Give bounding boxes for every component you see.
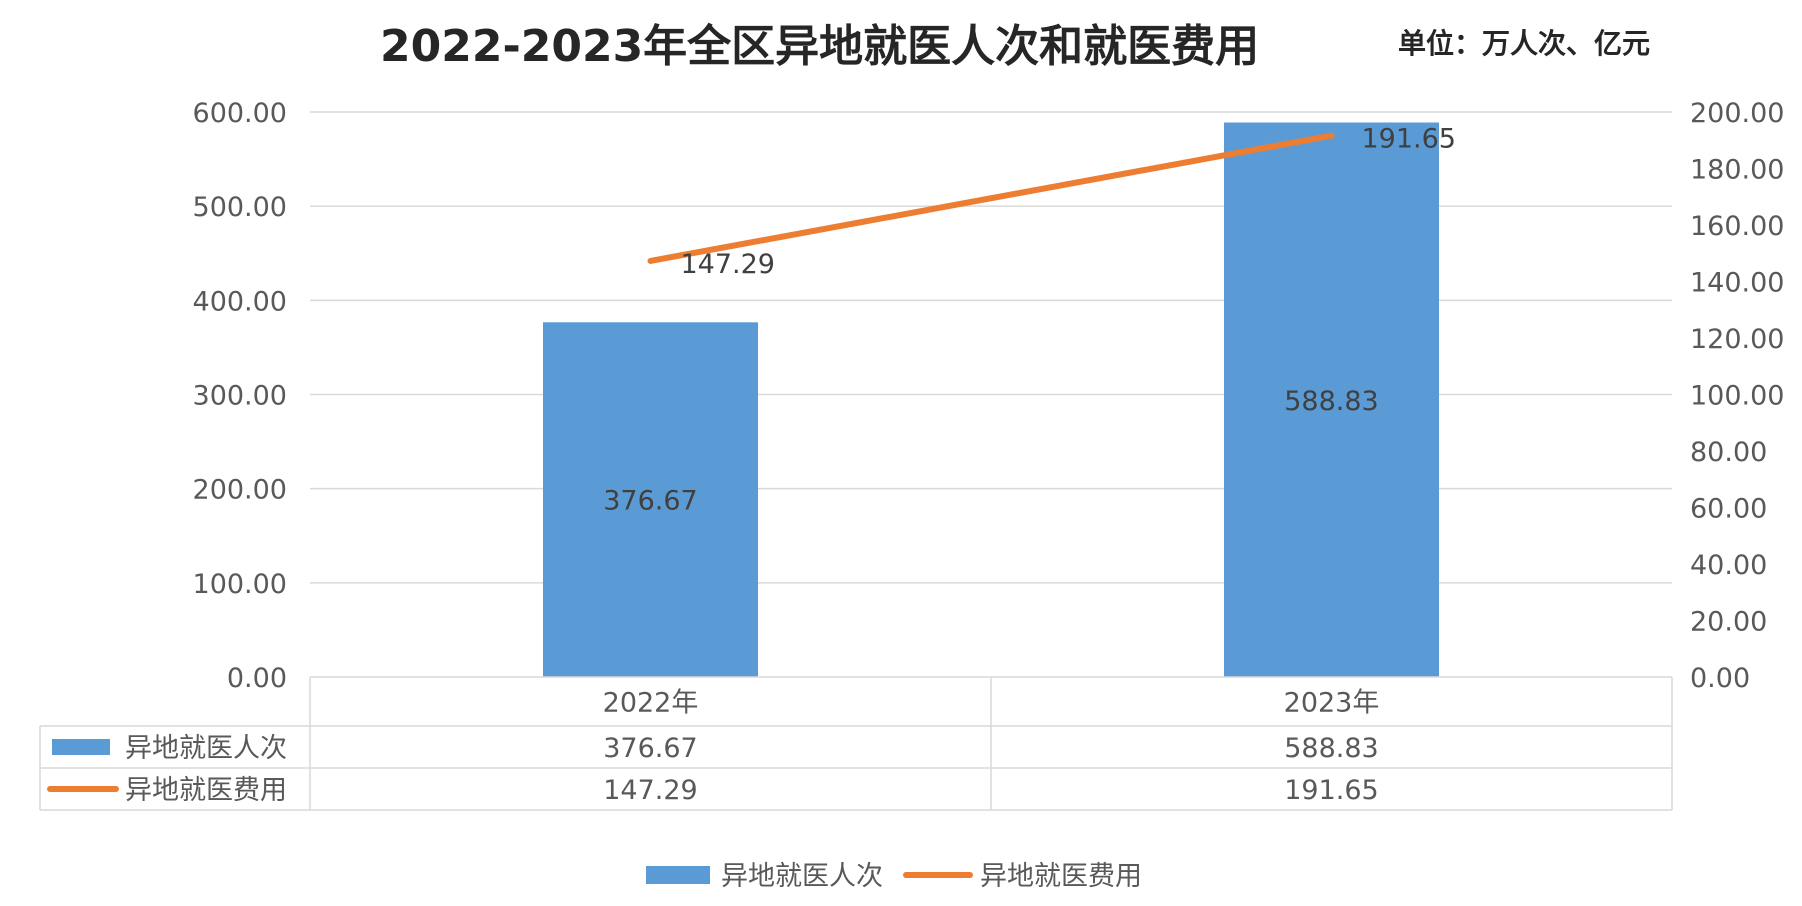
right-axis-tick-label: 200.00 — [1690, 98, 1784, 129]
line-series — [647, 132, 1335, 264]
right-axis-tick-label: 0.00 — [1690, 663, 1750, 694]
left-axis-tick-label: 600.00 — [193, 98, 287, 129]
x-axis-category-label: 2022年 — [603, 688, 699, 719]
right-axis-tick-label: 120.00 — [1690, 324, 1784, 355]
x-axis-category-label: 2023年 — [1284, 688, 1380, 719]
table-cell-value: 147.29 — [603, 775, 697, 806]
left-axis-tick-label: 200.00 — [193, 475, 287, 506]
right-axis-tick-label: 100.00 — [1690, 381, 1784, 412]
table-cell-value: 191.65 — [1284, 775, 1378, 806]
left-axis-tick-label: 400.00 — [193, 286, 287, 317]
left-axis-tick-label: 100.00 — [193, 569, 287, 600]
unit-note: 单位：万人次、亿元 — [1398, 27, 1651, 60]
line-point — [649, 259, 652, 262]
right-axis-tick-label: 180.00 — [1690, 155, 1784, 186]
right-axis-tick-label: 60.00 — [1690, 494, 1767, 525]
left-axis-tick-label: 500.00 — [193, 192, 287, 223]
line-data-label: 147.29 — [681, 249, 775, 280]
legend-swatch-bar — [646, 866, 710, 884]
right-axis-tick-label: 160.00 — [1690, 211, 1784, 242]
left-axis-tick-label: 0.00 — [227, 663, 287, 694]
right-axis-tick-label: 80.00 — [1690, 437, 1767, 468]
legend-label: 异地就医人次 — [721, 861, 883, 892]
bar — [543, 322, 758, 677]
bar-data-label: 376.67 — [603, 486, 697, 517]
table-legend-key-bar — [52, 739, 110, 755]
table-cell-value: 376.67 — [603, 733, 697, 764]
chart-title: 2022-2023年全区异地就医人次和就医费用 — [380, 21, 1260, 72]
bar — [1224, 122, 1439, 677]
right-axis-tick-label: 20.00 — [1690, 607, 1767, 638]
line-data-label: 191.65 — [1362, 124, 1456, 155]
right-axis-tick-label: 40.00 — [1690, 550, 1767, 581]
table-cell-value: 588.83 — [1284, 733, 1378, 764]
bar-data-label: 588.83 — [1284, 386, 1378, 417]
table-row-header: 异地就医费用 — [125, 775, 287, 806]
table-row-header: 异地就医人次 — [125, 733, 287, 764]
right-axis-tick-label: 140.00 — [1690, 268, 1784, 299]
line-point — [1330, 134, 1333, 137]
legend-label: 异地就医费用 — [980, 861, 1142, 892]
left-axis-tick-label: 300.00 — [193, 381, 287, 412]
